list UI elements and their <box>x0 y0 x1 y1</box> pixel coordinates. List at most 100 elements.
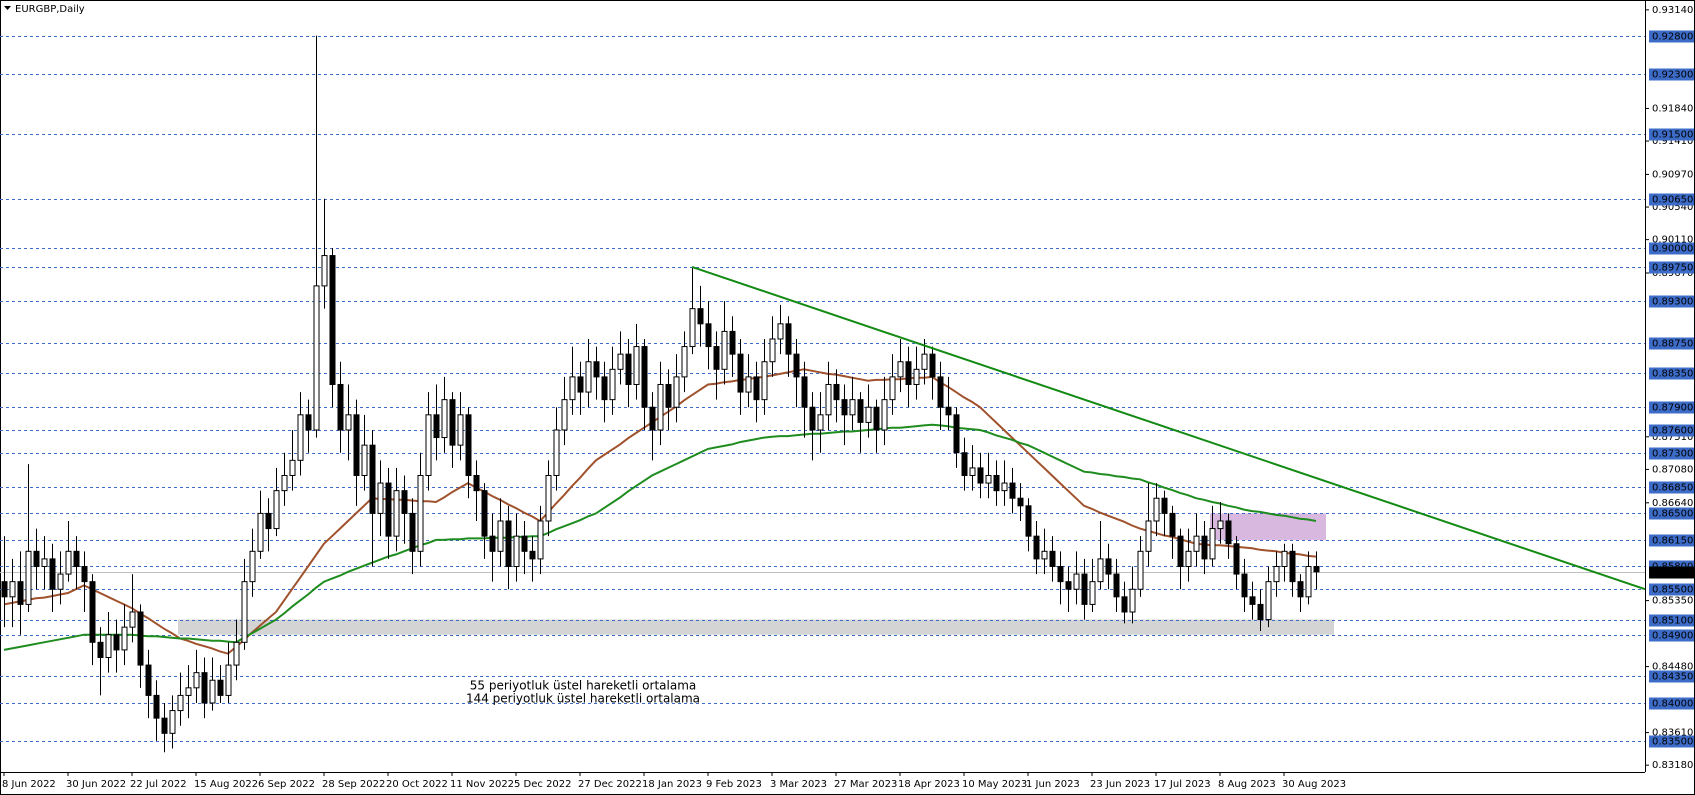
candle-body <box>1025 505 1032 537</box>
candle-body <box>649 406 656 431</box>
candle-body <box>577 376 584 393</box>
candle-body <box>825 383 832 416</box>
candle-body <box>81 565 88 583</box>
candle-body <box>1017 497 1024 507</box>
candle-body <box>753 376 760 401</box>
candle-body <box>121 626 128 651</box>
candle-body <box>1289 550 1296 583</box>
candles <box>1 35 1320 753</box>
candle-body <box>1193 535 1200 552</box>
candle-body <box>993 474 1000 492</box>
current-price-label: 0.85728 <box>1652 568 1693 579</box>
candle-body <box>729 330 736 355</box>
level-label: 0.86150 <box>1652 536 1693 547</box>
trendline <box>691 265 1646 591</box>
level-label: 0.85100 <box>1652 616 1693 627</box>
candle-body <box>705 323 712 348</box>
candle-body <box>1225 520 1232 545</box>
candle-body <box>321 255 328 287</box>
candle-body <box>209 679 216 704</box>
candle-body <box>1129 588 1136 613</box>
candle-body <box>1185 550 1192 567</box>
candle-body <box>25 550 32 605</box>
candle-body <box>1049 550 1056 567</box>
candle-body <box>1177 535 1184 567</box>
candle-body <box>1241 573 1248 598</box>
level-label-box <box>1649 242 1694 255</box>
ema-line <box>3 423 1317 651</box>
y-tick-label: 0.87510 <box>1652 432 1693 443</box>
candle-body <box>33 550 40 567</box>
candle-body <box>481 490 488 537</box>
level-label-box <box>1649 30 1694 43</box>
candle-body <box>409 512 416 552</box>
candle-body <box>1089 581 1096 605</box>
candle-body <box>393 490 400 537</box>
title-icon <box>4 6 11 10</box>
x-tick-label: 11 Nov 2022 <box>450 779 514 790</box>
chart-title: EURGBP,Daily <box>15 4 85 15</box>
candle-body <box>433 414 440 439</box>
candle-body <box>281 474 288 492</box>
candle-body <box>1153 497 1160 522</box>
x-tick-label: 18 Jan 2023 <box>642 779 702 790</box>
x-tick-label: 3 Mar 2023 <box>770 779 827 790</box>
candle-body <box>1257 603 1264 621</box>
candle-body <box>1001 482 1008 492</box>
candle-body <box>177 694 184 712</box>
candle-body <box>425 414 432 476</box>
candle-body <box>633 346 640 385</box>
candle-body <box>945 406 952 416</box>
level-label-box <box>1649 481 1694 494</box>
candle-body <box>1065 581 1072 590</box>
candle-body <box>769 338 776 363</box>
candle-body <box>17 581 24 605</box>
x-tick-label: 23 Jun 2023 <box>1090 779 1150 790</box>
candle-body <box>161 717 168 734</box>
candle-body <box>529 550 536 560</box>
candle-body <box>1097 558 1104 583</box>
candle-body <box>1057 565 1064 583</box>
candle-body <box>385 482 392 537</box>
candle-body <box>353 414 360 476</box>
x-tick-label: 20 Oct 2022 <box>386 779 448 790</box>
level-label-box <box>1649 424 1694 437</box>
candle-body <box>145 664 152 696</box>
candle-body <box>249 550 256 583</box>
candle-body <box>305 414 312 431</box>
candle-body <box>953 414 960 454</box>
level-label: 0.87300 <box>1652 449 1693 460</box>
candle-body <box>929 353 936 378</box>
candle-body <box>1145 520 1152 552</box>
candle-body <box>489 535 496 552</box>
candle-body <box>201 672 208 704</box>
candle-body <box>833 383 840 401</box>
candle-body <box>721 330 728 370</box>
candle-body <box>1041 550 1048 560</box>
y-tick-label: 0.93140 <box>1652 5 1693 16</box>
time-axis: 8 Jun 2022 30 Jun 2022 22 Jul 2022 15 Aug 2… <box>2 772 1346 790</box>
candle-body <box>41 558 48 567</box>
candle-body <box>937 376 944 408</box>
candle-body <box>57 573 64 590</box>
level-label-box <box>1649 261 1694 274</box>
candle-body <box>673 376 680 408</box>
x-tick-label: 6 Sep 2022 <box>258 779 315 790</box>
level-label: 0.92300 <box>1652 70 1693 81</box>
candle-body <box>1249 596 1256 605</box>
candle-body <box>361 444 368 476</box>
level-label: 0.84350 <box>1652 672 1693 683</box>
x-tick-label: 22 Jul 2022 <box>130 779 187 790</box>
x-tick-label: 27 Mar 2023 <box>834 779 897 790</box>
candle-body <box>193 672 200 689</box>
candle-body <box>369 444 376 514</box>
level-label: 0.86850 <box>1652 483 1693 494</box>
candle-body <box>617 353 624 370</box>
level-label: 0.85500 <box>1652 585 1693 596</box>
candle-body <box>113 634 120 651</box>
level-label-box <box>1649 295 1694 308</box>
y-tick-label: 0.83180 <box>1652 760 1693 771</box>
candle-body <box>849 399 856 416</box>
candle-body <box>961 452 968 476</box>
